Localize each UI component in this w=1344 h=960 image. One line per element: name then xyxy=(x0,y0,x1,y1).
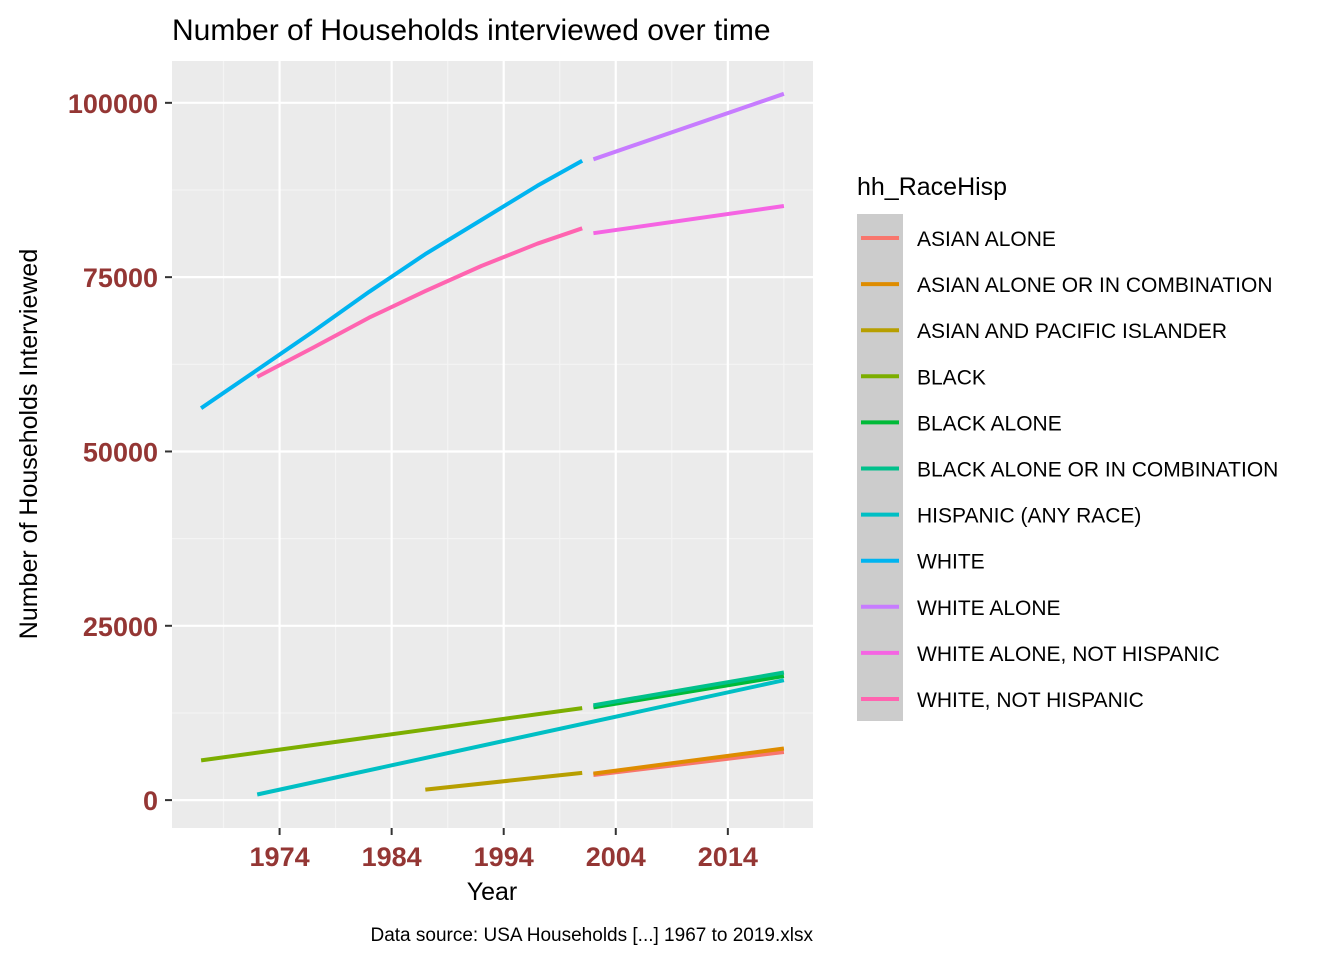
legend: hh_RaceHisp ASIAN ALONE ASIAN ALONE OR IN… xyxy=(857,173,1278,721)
legend-label: WHITE, NOT HISPANIC xyxy=(917,689,1144,712)
series-lines xyxy=(199,91,785,797)
y-axis-title: Number of Households Interviewed xyxy=(15,249,43,639)
y-tick-label: 50000 xyxy=(83,437,158,467)
x-tick-label: 2014 xyxy=(698,842,758,872)
series-line xyxy=(593,204,785,236)
legend-label: ASIAN AND PACIFIC ISLANDER xyxy=(917,320,1227,343)
y-axis-ticks: 0 25000 50000 75000 100000 xyxy=(68,89,172,816)
y-tick-label: 100000 xyxy=(68,89,158,119)
series-line xyxy=(425,770,583,792)
legend-title: hh_RaceHisp xyxy=(857,173,1007,201)
major-gridlines xyxy=(172,61,813,828)
y-tick-label: 0 xyxy=(143,786,158,816)
x-axis-title: Year xyxy=(467,878,518,906)
y-tick-label: 75000 xyxy=(83,263,158,293)
series-line xyxy=(593,746,785,776)
legend-label: ASIAN ALONE xyxy=(917,228,1056,251)
chart-caption: Data source: USA Households [...] 1967 t… xyxy=(370,925,813,946)
legend-label: HISPANIC (ANY RACE) xyxy=(917,505,1141,528)
x-axis-ticks: 1974 1984 1994 2004 2014 xyxy=(250,828,758,872)
x-tick-label: 2004 xyxy=(586,842,646,872)
x-tick-label: 1984 xyxy=(362,842,422,872)
legend-label: WHITE ALONE, NOT HISPANIC xyxy=(917,643,1220,666)
series-line xyxy=(256,226,583,379)
series-line xyxy=(199,158,584,410)
legend-label: BLACK xyxy=(917,366,986,389)
series-line xyxy=(256,678,785,797)
legend-label: ASIAN ALONE OR IN COMBINATION xyxy=(917,274,1273,297)
legend-label: BLACK ALONE OR IN COMBINATION xyxy=(917,459,1278,482)
series-line xyxy=(592,91,785,162)
y-tick-label: 25000 xyxy=(83,612,158,642)
legend-label: BLACK ALONE xyxy=(917,412,1062,435)
x-tick-label: 1974 xyxy=(250,842,310,872)
chart-title: Number of Households interviewed over ti… xyxy=(172,14,771,47)
legend-label: WHITE xyxy=(917,551,985,574)
x-tick-label: 1994 xyxy=(474,842,534,872)
series-line xyxy=(593,670,785,708)
legend-label: WHITE ALONE xyxy=(917,597,1061,620)
series-line xyxy=(593,674,785,710)
series-line xyxy=(200,706,583,763)
